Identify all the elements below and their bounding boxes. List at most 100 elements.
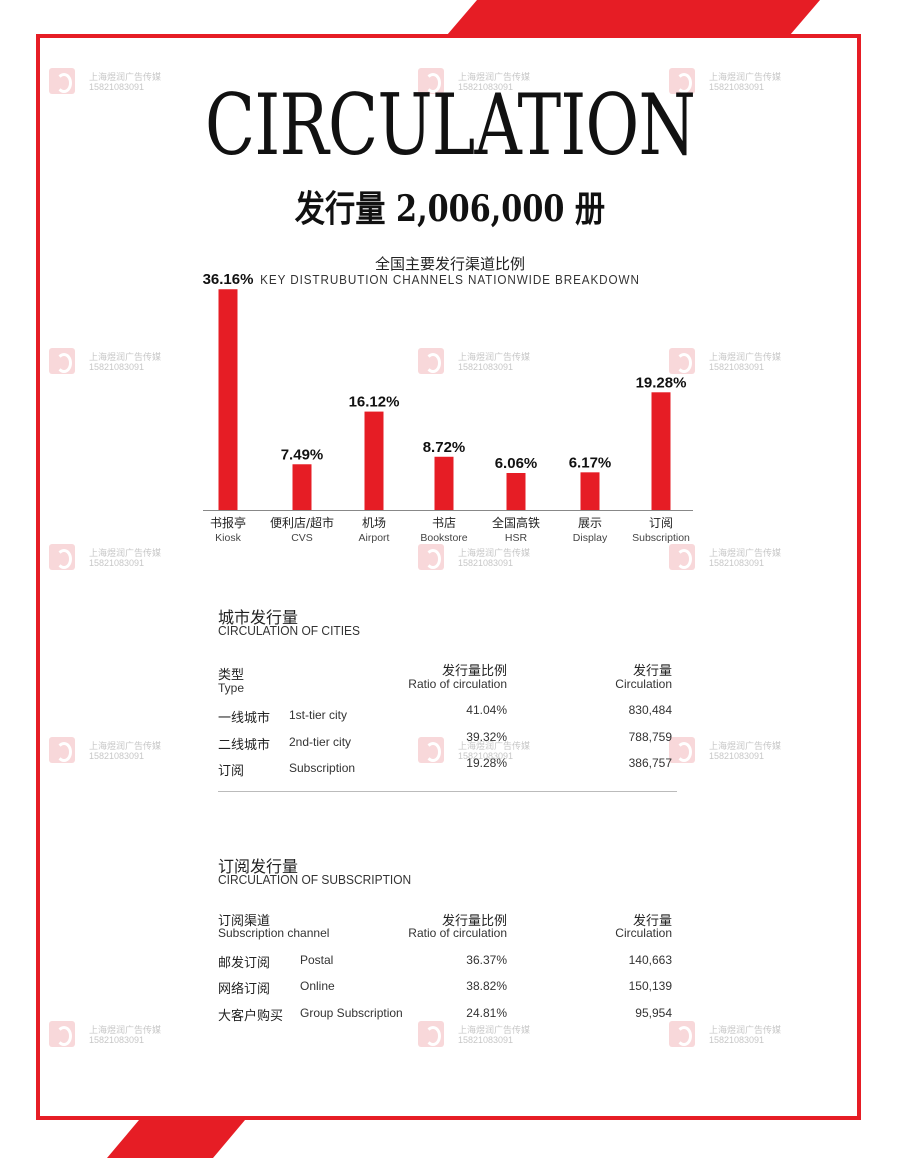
bar-value-label: 7.49% — [281, 446, 324, 463]
watermark: 上海煜润广告传媒 15821083091 — [669, 737, 829, 767]
chart-title: 全国主要发行渠道比例 — [374, 256, 525, 273]
bar-value-label: 16.12% — [349, 394, 400, 411]
table-row-cn: 一线城市 — [218, 710, 271, 725]
table-row-ratio: 24.81% — [466, 1006, 507, 1020]
watermark-logo-icon — [49, 544, 75, 570]
cities-header-ratio-cn: 发行量比例 — [441, 663, 507, 678]
watermark-logo-icon — [49, 68, 75, 94]
table-row-cn: 网络订阅 — [218, 981, 271, 996]
watermark: 上海煜润广告传媒 15821083091 — [418, 1021, 578, 1051]
table-row-circ: 95,954 — [635, 1006, 672, 1020]
watermark: 上海煜润广告传媒 15821083091 — [669, 544, 829, 574]
subscription-header-ratio-en: Ratio of circulation — [408, 926, 507, 940]
subscription-section-title: 订阅发行量 — [218, 859, 299, 876]
category-label-en: HSR — [505, 532, 528, 544]
watermark-logo-icon — [418, 68, 444, 94]
watermark-logo-icon — [669, 737, 695, 763]
watermark-logo-icon — [418, 1021, 444, 1047]
category-label-en: Bookstore — [420, 532, 467, 544]
page-subtitle: 发行量 2,006,000 册 — [294, 188, 606, 230]
cities-header-circ-cn: 发行量 — [632, 663, 672, 678]
subscription-header-circ-cn: 发行量 — [632, 913, 672, 928]
table-row-ratio: 41.04% — [466, 703, 507, 717]
watermark-logo-icon — [669, 348, 695, 374]
watermark-logo-icon — [418, 737, 444, 763]
bar-hsr — [506, 473, 526, 510]
subscription-header-type-en: Subscription channel — [218, 926, 330, 940]
cities-header-ratio-en: Ratio of circulation — [408, 677, 507, 691]
watermark-logo-icon — [418, 544, 444, 570]
category-label-cn: 全国高铁 — [492, 515, 540, 530]
watermark: 上海煜润广告传媒 15821083091 — [49, 544, 209, 574]
subscription-header-ratio-cn: 发行量比例 — [441, 913, 507, 928]
bar-value-label: 36.16% — [203, 271, 254, 288]
top-red-slash — [447, 0, 820, 35]
table-row-ratio: 38.82% — [466, 979, 507, 993]
watermark: 上海煜润广告传媒 15821083091 — [418, 737, 578, 767]
category-label-cn: 订阅 — [649, 516, 673, 530]
table-row-cn: 二线城市 — [218, 737, 271, 752]
category-label-en: Airport — [359, 532, 390, 544]
table-row-ratio: 19.28% — [466, 756, 507, 770]
watermark-logo-icon — [669, 1021, 695, 1047]
bar-value-label: 8.72% — [423, 439, 466, 456]
category-label-cn: 便利店/超市 — [270, 515, 334, 530]
cities-header-type-cn: 类型 — [218, 667, 245, 682]
bar-bookstore — [434, 456, 454, 510]
watermark: 上海煜润广告传媒 15821083091 — [669, 68, 829, 98]
bar-chart: 36.16% 书报亭 Kiosk 7.49% 便利店/超市 CVS 16.12% 机场 Airp… — [203, 271, 693, 544]
table-row-cn: 订阅 — [218, 763, 245, 778]
bar-kiosk — [218, 289, 238, 510]
watermark-logo-icon — [418, 348, 444, 374]
cities-section-title: 城市发行量 — [218, 610, 299, 627]
watermark: 上海煜润广告传媒 15821083091 — [49, 737, 209, 767]
watermark: 上海煜润广告传媒 15821083091 — [669, 348, 829, 378]
table-row-ratio: 39.32% — [466, 730, 507, 744]
cities-header-type-en: Type — [218, 681, 245, 695]
watermark-logo-icon — [669, 68, 695, 94]
watermark: 上海煜润广告传媒 15821083091 — [49, 68, 209, 98]
page-title: CIRCULATION — [205, 76, 696, 174]
chart-subtitle: KEY DISTRUBUTION CHANNELS NATIONWIDE BRE… — [260, 272, 640, 287]
watermark-logo-icon — [669, 544, 695, 570]
watermark: 上海煜润广告传媒 15821083091 — [49, 1021, 209, 1051]
watermark: 上海煜润广告传媒 15821083091 — [418, 68, 578, 98]
table-row-circ: 830,484 — [628, 703, 672, 717]
bar-value-label: 6.06% — [495, 455, 538, 472]
category-label-en: Subscription — [632, 532, 690, 544]
bar-value-label: 6.17% — [569, 454, 612, 471]
table-row-cn: 大客户购买 — [218, 1008, 284, 1023]
table-row-circ: 150,139 — [628, 979, 672, 993]
red-border-frame — [36, 34, 861, 1120]
table-row-ratio: 36.37% — [466, 953, 507, 967]
bar-airport — [364, 411, 384, 510]
table-row-en: Online — [300, 979, 335, 993]
cities-section-subtitle: CIRCULATION OF CITIES — [218, 623, 360, 638]
table-row-cn: 邮发订阅 — [218, 955, 271, 970]
watermark: 上海煜润广告传媒 15821083091 — [418, 348, 578, 378]
table-row-en: 1st-tier city — [289, 708, 348, 722]
watermark-logo-icon — [49, 348, 75, 374]
bar-cvs — [292, 464, 312, 510]
table-row-circ: 140,663 — [628, 953, 672, 967]
table-row-en: Postal — [300, 953, 334, 967]
category-label-cn: 书报亭 — [210, 515, 246, 530]
subscription-header-type-cn: 订阅渠道 — [218, 913, 271, 928]
subscription-section-subtitle: CIRCULATION OF SUBSCRIPTION — [218, 872, 412, 887]
table-row-en: Subscription — [289, 761, 356, 775]
subscription-header-circ-en: Circulation — [615, 926, 672, 940]
table-row-en: 2nd-tier city — [289, 735, 352, 749]
watermark: 上海煜润广告传媒 15821083091 — [49, 348, 209, 378]
bar-subscription — [651, 392, 671, 510]
bottom-red-slash — [107, 1120, 245, 1158]
bar-value-label: 19.28% — [636, 374, 687, 391]
cities-header-circ-en: Circulation — [615, 677, 672, 691]
category-label-en: Kiosk — [215, 532, 241, 544]
category-label-en: CVS — [291, 532, 313, 544]
table-divider — [218, 791, 677, 792]
category-label-cn: 书店 — [432, 516, 456, 530]
table-row-en: Group Subscription — [300, 1006, 403, 1020]
watermark-logo-icon — [49, 737, 75, 763]
category-label-en: Display — [573, 532, 608, 544]
category-label-cn: 机场 — [362, 516, 386, 530]
